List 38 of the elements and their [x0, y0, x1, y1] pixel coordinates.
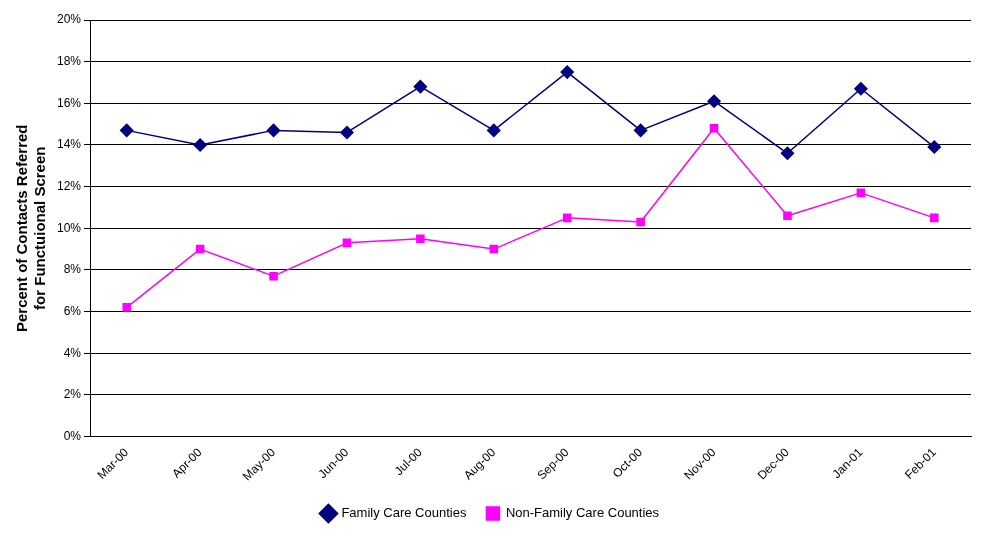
- y-tick-label: 4%: [63, 345, 82, 360]
- point: [930, 213, 939, 223]
- point: [780, 146, 795, 161]
- point: [489, 244, 499, 254]
- point: [636, 217, 645, 227]
- point: [709, 124, 719, 133]
- point: [562, 213, 572, 223]
- point: [707, 94, 721, 108]
- point: [856, 188, 866, 198]
- point: [342, 238, 352, 248]
- point: [195, 244, 205, 254]
- point: [266, 123, 281, 138]
- point: [487, 123, 501, 138]
- point: [416, 234, 425, 243]
- y-tick-label: 14%: [56, 137, 82, 152]
- point: [340, 125, 354, 140]
- y-tick-label: 0%: [63, 428, 82, 443]
- point: [854, 81, 868, 96]
- point: [193, 138, 207, 152]
- point: [560, 65, 574, 79]
- point: [927, 140, 942, 154]
- legend-label: Non-Family Care Counties: [505, 505, 660, 521]
- legend-label: Family Care Counties: [341, 505, 467, 521]
- y-tick-label: 6%: [63, 303, 82, 318]
- point: [413, 79, 428, 94]
- y-tick-label: 18%: [56, 53, 82, 68]
- y-tick-label: 12%: [56, 178, 82, 193]
- y-tick-label: 16%: [56, 95, 82, 110]
- point: [119, 123, 134, 138]
- point: [122, 303, 132, 312]
- y-tick-label: 2%: [63, 387, 82, 402]
- point: [633, 123, 648, 138]
- y-tick-label: 8%: [63, 262, 82, 277]
- y-axis-title: Percent of Contacts Referred for Functuional Screen: [13, 124, 49, 333]
- point: [269, 271, 278, 281]
- y-tick-label: 20%: [56, 12, 82, 27]
- point: [783, 211, 792, 221]
- y-tick-label: 10%: [56, 220, 82, 235]
